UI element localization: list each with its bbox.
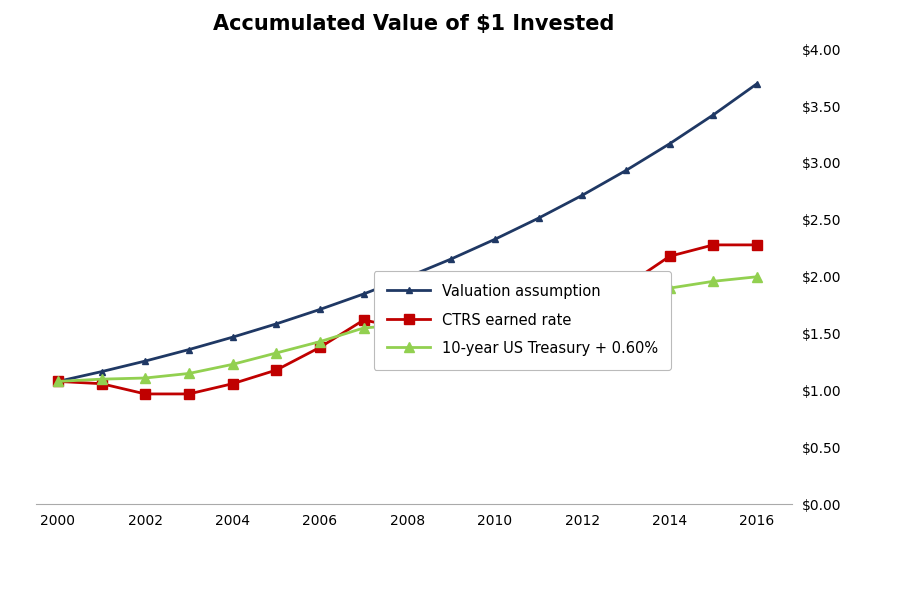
10-year US Treasury + 0.60%: [271, 349, 282, 357]
CTRS earned rate: [184, 391, 194, 398]
10-year US Treasury + 0.60%: [490, 307, 500, 314]
10-year US Treasury + 0.60%: [96, 375, 107, 383]
CTRS earned rate: [446, 346, 456, 353]
CTRS earned rate: [96, 380, 107, 387]
10-year US Treasury + 0.60%: [52, 378, 63, 385]
Valuation assumption: [708, 111, 719, 119]
CTRS earned rate: [402, 325, 413, 333]
Valuation assumption: [315, 306, 326, 313]
10-year US Treasury + 0.60%: [315, 338, 326, 345]
10-year US Treasury + 0.60%: [446, 315, 456, 322]
10-year US Treasury + 0.60%: [140, 375, 150, 382]
Valuation assumption: [752, 80, 762, 87]
Valuation assumption: [358, 290, 369, 298]
CTRS earned rate: [315, 344, 326, 351]
Line: Valuation assumption: Valuation assumption: [54, 80, 760, 385]
10-year US Treasury + 0.60%: [358, 324, 369, 331]
CTRS earned rate: [708, 241, 719, 248]
Legend: Valuation assumption, CTRS earned rate, 10-year US Treasury + 0.60%: Valuation assumption, CTRS earned rate, …: [374, 271, 671, 370]
10-year US Treasury + 0.60%: [620, 292, 631, 300]
Valuation assumption: [96, 368, 107, 375]
Valuation assumption: [402, 274, 413, 281]
Valuation assumption: [620, 167, 631, 174]
Valuation assumption: [577, 192, 588, 199]
Valuation assumption: [140, 357, 150, 365]
10-year US Treasury + 0.60%: [227, 360, 238, 368]
CTRS earned rate: [140, 391, 150, 398]
CTRS earned rate: [533, 304, 544, 311]
Line: CTRS earned rate: CTRS earned rate: [53, 240, 762, 399]
CTRS earned rate: [577, 306, 588, 314]
CTRS earned rate: [664, 253, 675, 260]
CTRS earned rate: [490, 335, 500, 342]
Valuation assumption: [271, 320, 282, 328]
CTRS earned rate: [752, 241, 762, 248]
10-year US Treasury + 0.60%: [402, 321, 413, 328]
CTRS earned rate: [271, 367, 282, 374]
10-year US Treasury + 0.60%: [708, 277, 719, 285]
Title: Accumulated Value of $1 Invested: Accumulated Value of $1 Invested: [213, 14, 615, 34]
Valuation assumption: [227, 333, 238, 341]
10-year US Treasury + 0.60%: [577, 296, 588, 303]
10-year US Treasury + 0.60%: [533, 301, 544, 309]
Valuation assumption: [446, 255, 456, 263]
Line: 10-year US Treasury + 0.60%: 10-year US Treasury + 0.60%: [53, 272, 762, 386]
10-year US Treasury + 0.60%: [664, 284, 675, 292]
CTRS earned rate: [620, 282, 631, 290]
CTRS earned rate: [227, 380, 238, 387]
CTRS earned rate: [52, 378, 63, 385]
Valuation assumption: [184, 346, 194, 353]
CTRS earned rate: [358, 316, 369, 323]
Valuation assumption: [664, 140, 675, 148]
Valuation assumption: [533, 215, 544, 222]
Valuation assumption: [52, 378, 63, 385]
Valuation assumption: [490, 236, 500, 243]
10-year US Treasury + 0.60%: [752, 273, 762, 280]
10-year US Treasury + 0.60%: [184, 370, 194, 377]
